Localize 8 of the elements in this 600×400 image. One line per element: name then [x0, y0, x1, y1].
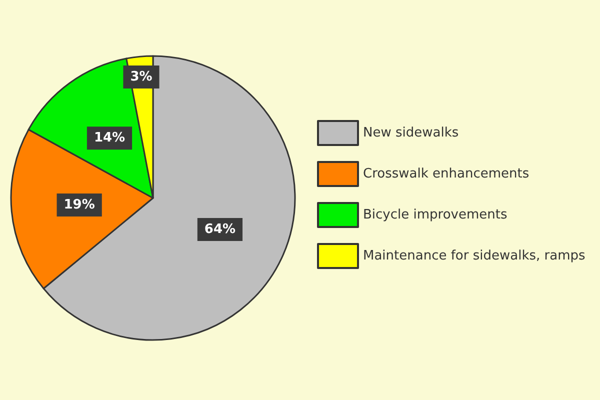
legend-label: Maintenance for sidewalks, ramps [363, 248, 586, 264]
data-label: 19% [64, 197, 95, 212]
legend-label: New sidewalks [363, 126, 459, 140]
data-label: 64% [204, 222, 236, 238]
legend-label: Crosswalk enhancements [363, 166, 530, 182]
data-label: 3% [130, 69, 152, 84]
legend-label: Bicycle improvements [363, 208, 508, 222]
data-label: 14% [94, 130, 126, 146]
